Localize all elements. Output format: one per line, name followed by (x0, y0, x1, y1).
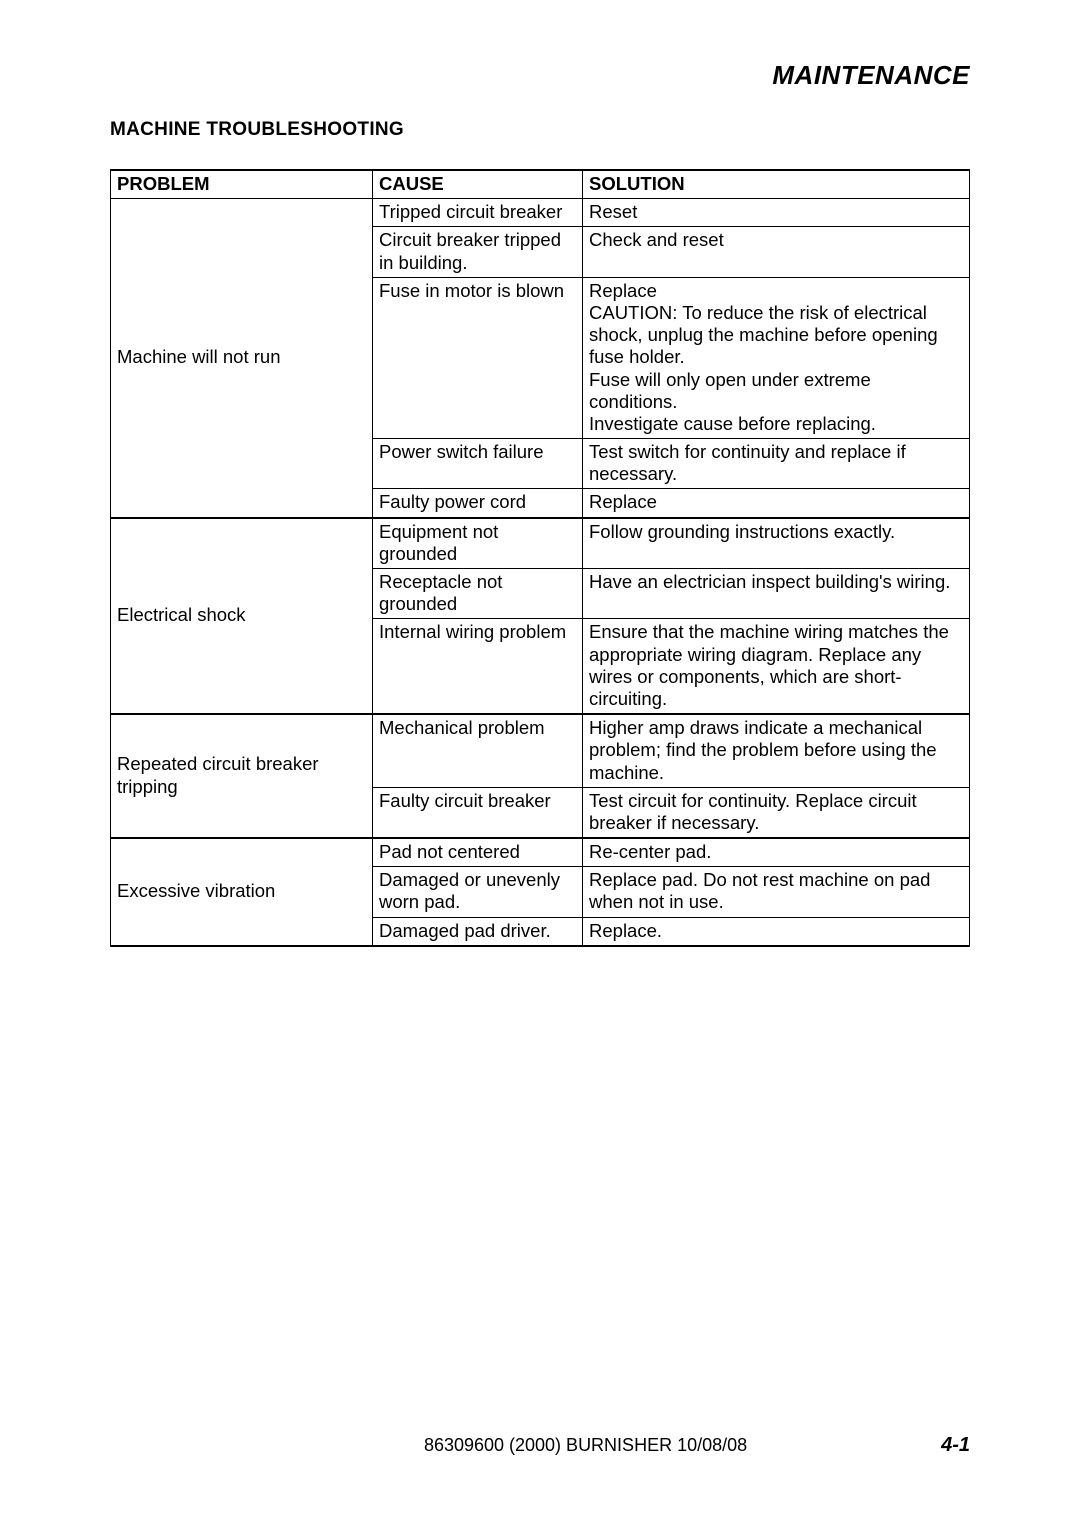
solution-cell: Check and reset (583, 227, 970, 277)
problem-cell: Excessive vibration (111, 838, 373, 946)
solution-cell: Higher amp draws indicate a mechanical p… (583, 714, 970, 787)
cause-cell: Fuse in motor is blown (373, 277, 583, 438)
solution-cell: Replace. (583, 917, 970, 946)
table-row: Machine will not runTripped circuit brea… (111, 199, 970, 227)
footer-page-number: 4-1 (941, 1434, 970, 1457)
cause-cell: Tripped circuit breaker (373, 199, 583, 227)
section-title: MACHINE TROUBLESHOOTING (110, 119, 970, 141)
cause-cell: Damaged or unevenly worn pad. (373, 867, 583, 917)
table-row: Excessive vibrationPad not centeredRe-ce… (111, 838, 970, 867)
cause-cell: Damaged pad driver. (373, 917, 583, 946)
table-row: Repeated circuit breaker trippingMechani… (111, 714, 970, 787)
col-header-cause: CAUSE (373, 170, 583, 199)
solution-cell: Ensure that the machine wiring matches t… (583, 619, 970, 714)
page-header: MAINTENANCE (110, 60, 970, 91)
cause-cell: Receptacle not grounded (373, 569, 583, 619)
col-header-problem: PROBLEM (111, 170, 373, 199)
document-page: MAINTENANCE MACHINE TROUBLESHOOTING PROB… (0, 0, 1080, 1527)
cause-cell: Faulty circuit breaker (373, 787, 583, 838)
cause-cell: Faulty power cord (373, 489, 583, 518)
table-row: Electrical shockEquipment not groundedFo… (111, 518, 970, 569)
cause-cell: Pad not centered (373, 838, 583, 867)
cause-cell: Equipment not grounded (373, 518, 583, 569)
solution-cell: Reset (583, 199, 970, 227)
cause-cell: Mechanical problem (373, 714, 583, 787)
solution-cell: Replace pad. Do not rest machine on pad … (583, 867, 970, 917)
page-footer: 86309600 (2000) BURNISHER 10/08/08 4-1 (110, 1434, 970, 1457)
problem-cell: Machine will not run (111, 199, 373, 518)
col-header-solution: SOLUTION (583, 170, 970, 199)
cause-cell: Power switch failure (373, 439, 583, 489)
cause-cell: Circuit breaker tripped in building. (373, 227, 583, 277)
solution-cell: Test switch for continuity and replace i… (583, 439, 970, 489)
table-header-row: PROBLEM CAUSE SOLUTION (111, 170, 970, 199)
problem-cell: Electrical shock (111, 518, 373, 715)
solution-cell: Replace (583, 489, 970, 518)
troubleshooting-table: PROBLEM CAUSE SOLUTION Machine will not … (110, 169, 970, 947)
cause-cell: Internal wiring problem (373, 619, 583, 714)
solution-cell: Have an electrician inspect building's w… (583, 569, 970, 619)
solution-cell: Follow grounding instructions exactly. (583, 518, 970, 569)
footer-doc-info: 86309600 (2000) BURNISHER 10/08/08 (110, 1435, 941, 1456)
solution-cell: Re-center pad. (583, 838, 970, 867)
problem-cell: Repeated circuit breaker tripping (111, 714, 373, 838)
solution-cell: ReplaceCAUTION: To reduce the risk of el… (583, 277, 970, 438)
solution-cell: Test circuit for continuity. Replace cir… (583, 787, 970, 838)
